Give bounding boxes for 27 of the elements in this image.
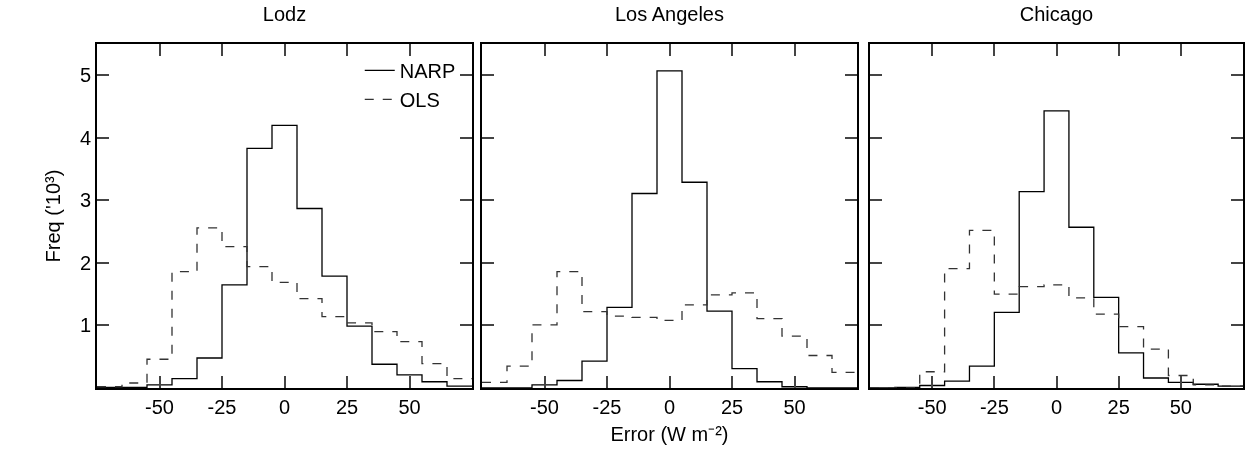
chart-title: Lodz	[262, 3, 307, 26]
x-tick-label: -25	[592, 396, 622, 418]
x-tick-label: 25	[335, 396, 359, 418]
x-tick-label: 50	[783, 396, 806, 418]
x-tick-label: -50	[917, 396, 947, 418]
x-tick-label: -25	[979, 396, 1009, 418]
x-tick-label: 0	[1050, 396, 1063, 418]
legend-label: OLS	[399, 89, 440, 112]
y-tick-label: 1	[79, 314, 91, 337]
x-tick-label: 25	[720, 396, 744, 418]
x-tick-label: 0	[278, 396, 291, 418]
y-tick-label: 2	[79, 251, 91, 274]
chart-title: Los Angeles	[615, 3, 724, 26]
x-tick-label: -50	[530, 396, 559, 418]
x-tick-label: 50	[398, 396, 421, 418]
x-tick-label: -25	[207, 396, 237, 418]
x-tick-label: -50	[145, 396, 174, 418]
x-tick-label: 50	[1169, 396, 1192, 418]
x-tick-label: 25	[1107, 396, 1130, 418]
y-tick-label: 3	[79, 189, 91, 212]
x-axis-title: Error (W m⁻²)	[610, 423, 729, 445]
y-axis-title: Freq ('10³)	[41, 169, 64, 263]
legend-label: NARP	[399, 60, 456, 83]
x-tick-label: 0	[663, 396, 676, 418]
y-tick-label: 5	[79, 64, 91, 87]
chart-title: Chicago	[1019, 3, 1094, 26]
y-tick-label: 4	[79, 126, 91, 149]
